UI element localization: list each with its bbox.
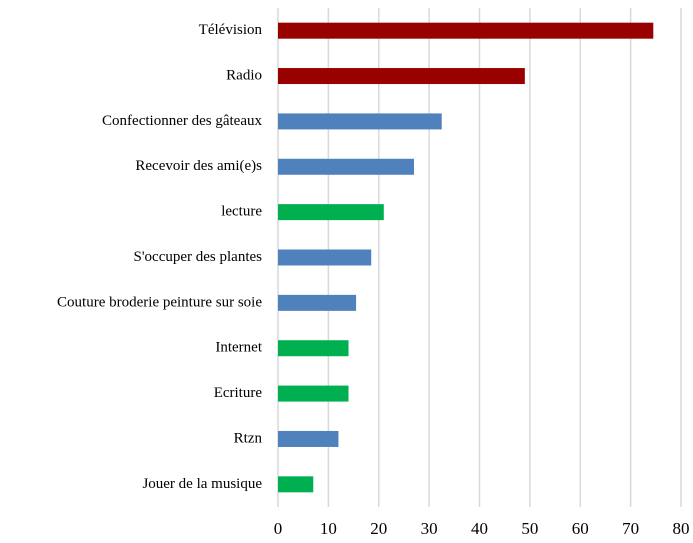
bar xyxy=(278,476,314,493)
x-tick-label: 50 xyxy=(521,519,538,538)
x-tick-label: 30 xyxy=(421,519,438,538)
bar xyxy=(278,68,525,85)
y-tick-label: Confectionner des gâteaux xyxy=(102,113,262,129)
bar xyxy=(278,22,654,39)
y-tick-label: Jouer de la musique xyxy=(142,476,262,492)
x-tick-label: 40 xyxy=(471,519,488,538)
bar xyxy=(278,385,349,402)
bar xyxy=(278,340,349,357)
bar xyxy=(278,158,415,175)
x-tick-label: 10 xyxy=(320,519,337,538)
y-tick-label: Ecriture xyxy=(214,385,263,401)
y-tick-label: Rtzn xyxy=(234,430,263,446)
bar xyxy=(278,294,357,311)
y-tick-label: Couture broderie peinture sur soie xyxy=(57,294,262,310)
x-tick-label: 70 xyxy=(622,519,639,538)
x-tick-label: 20 xyxy=(370,519,387,538)
y-tick-label: Télévision xyxy=(199,22,263,38)
bar xyxy=(278,430,339,447)
y-tick-label: Radio xyxy=(226,67,262,83)
x-tick-label: 60 xyxy=(572,519,589,538)
bar xyxy=(278,249,372,266)
y-tick-label: Recevoir des ami(e)s xyxy=(135,158,262,174)
bar xyxy=(278,204,384,221)
y-tick-label: Internet xyxy=(215,340,262,356)
y-tick-label: S'occuper des plantes xyxy=(134,249,263,265)
x-tick-label: 80 xyxy=(673,519,690,538)
y-tick-label: lecture xyxy=(221,204,262,220)
x-tick-label: 0 xyxy=(274,519,283,538)
bar xyxy=(278,113,442,130)
